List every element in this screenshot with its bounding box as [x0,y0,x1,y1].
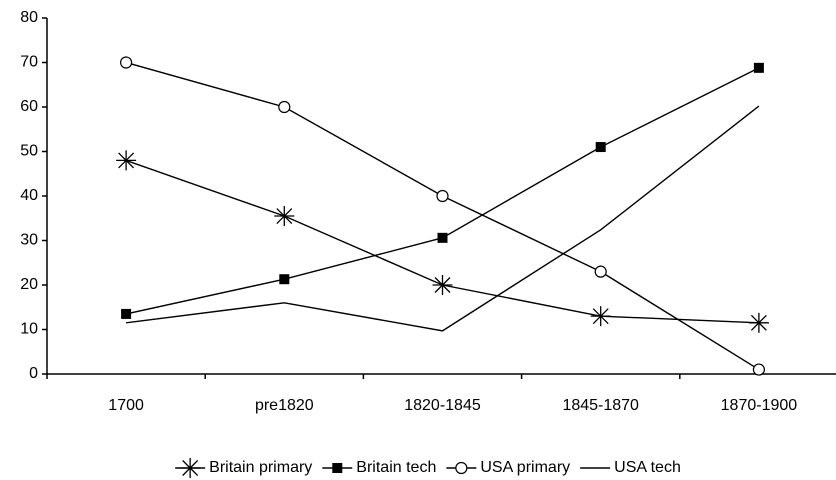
series-line [126,105,760,332]
y-tick-label: 60 [20,98,38,115]
y-tick-label: 40 [20,187,38,204]
marker-square [332,463,343,473]
marker-asterisk [590,306,611,327]
marker-circle [752,363,766,376]
y-tick-label: 80 [20,9,38,26]
legend-label: Britain primary [209,459,312,476]
x-tick-label: pre1820 [255,397,314,414]
legend: Britain primary Britain tech USA primary US… [175,458,681,478]
marker-asterisk [274,206,295,227]
marker-square [437,232,448,243]
x-tick-label: 1700 [108,397,144,414]
x-tick-label: 1845-1870 [562,397,639,414]
y-tick-label: 30 [20,232,38,249]
marker-asterisk [116,150,137,171]
x-tick-label: 1870-1900 [721,397,798,414]
marker-circle [278,100,291,114]
marker-circle [119,56,133,69]
series-line [125,61,760,371]
x-tick-label: 1820-1845 [404,397,481,414]
legend-label: USA primary [480,459,570,476]
marker-asterisk [432,275,453,295]
y-tick-label: 10 [20,321,38,338]
y-tick-label: 20 [20,276,38,293]
marker-asterisk [748,312,769,333]
marker-square [595,142,606,153]
marker-circle [455,461,468,475]
legend-label: USA tech [614,459,681,476]
y-tick-label: 0 [29,365,38,382]
marker-circle [436,189,449,203]
marker-square [121,308,132,319]
y-tick-label: 50 [20,143,38,160]
marker-square [753,62,764,73]
marker-asterisk [180,458,201,478]
marker-circle [594,265,607,278]
y-tick-label: 70 [20,54,38,71]
legend-label: Britain tech [356,459,436,476]
marker-square [279,274,290,285]
